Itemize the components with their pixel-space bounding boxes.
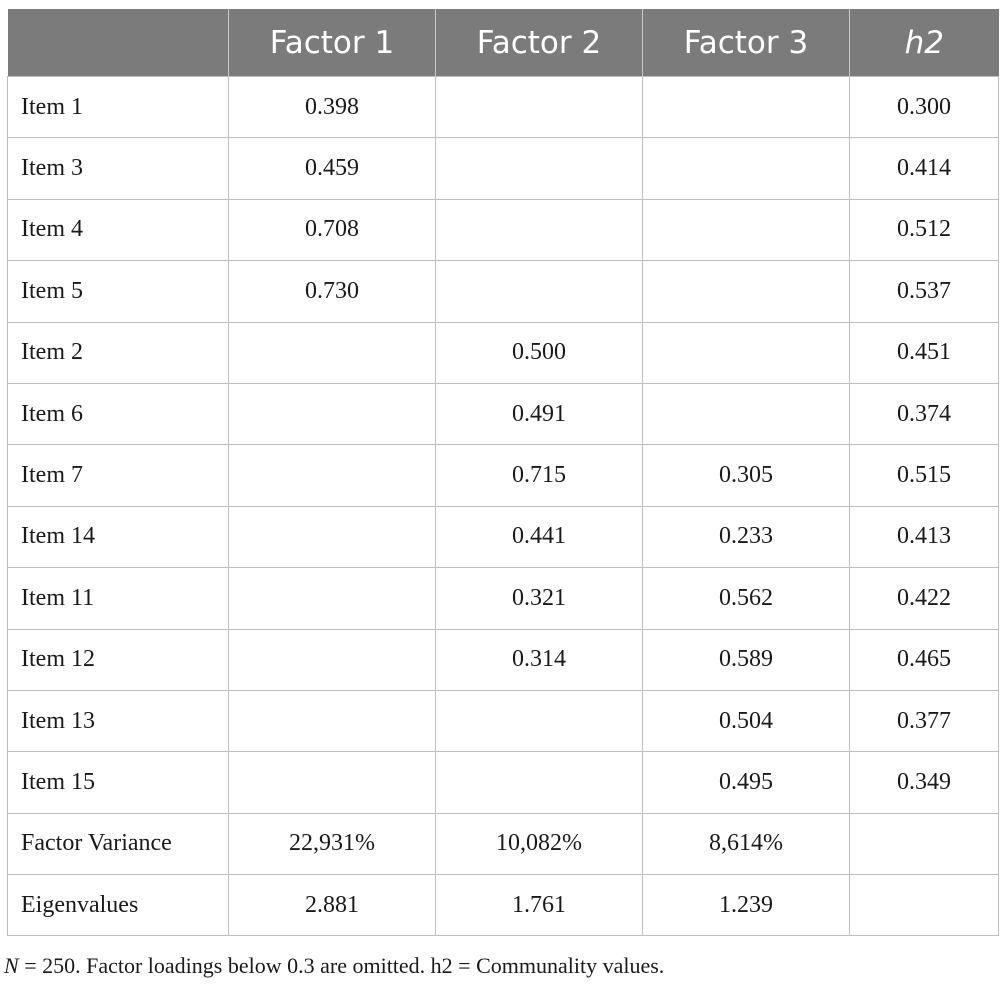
cell-factor-1 bbox=[228, 505, 436, 569]
cell-h2: 0.451 bbox=[849, 321, 999, 384]
cell-factor-1 bbox=[228, 689, 436, 753]
cell-factor-3: 0.504 bbox=[642, 689, 850, 753]
table-row: Item 12 0.314 0.589 0.465 bbox=[7, 628, 999, 691]
cell-factor-2 bbox=[435, 198, 643, 262]
table-row: Item 1 0.398 0.300 bbox=[7, 75, 999, 139]
cell-factor-3 bbox=[642, 75, 850, 139]
cell-factor-2: 0.715 bbox=[435, 444, 643, 507]
cell-factor-1: 0.708 bbox=[228, 198, 436, 262]
cell-factor-3: 0.589 bbox=[642, 628, 850, 691]
header-stub bbox=[7, 9, 229, 77]
cell-factor-2: 10,082% bbox=[435, 812, 643, 876]
row-label: Factor Variance bbox=[7, 812, 229, 876]
row-label: Item 12 bbox=[7, 628, 229, 691]
cell-factor-3: 1.239 bbox=[642, 874, 850, 937]
header-factor-2: Factor 2 bbox=[435, 9, 643, 77]
header-h2: h2 bbox=[849, 9, 999, 77]
table-row: Item 3 0.459 0.414 bbox=[7, 137, 999, 200]
cell-factor-1 bbox=[228, 751, 436, 814]
cell-factor-3: 8,614% bbox=[642, 812, 850, 876]
cell-factor-3: 0.562 bbox=[642, 567, 850, 630]
cell-factor-1: 2.881 bbox=[228, 874, 436, 937]
table-row: Item 5 0.730 0.537 bbox=[7, 260, 999, 323]
table-row: Factor Variance 22,931% 10,082% 8,614% bbox=[7, 812, 999, 876]
cell-h2: 0.465 bbox=[849, 628, 999, 691]
row-label: Item 4 bbox=[7, 198, 229, 262]
row-label: Item 6 bbox=[7, 382, 229, 446]
cell-factor-3 bbox=[642, 198, 850, 262]
table-header: Factor 1 Factor 2 Factor 3 h2 bbox=[7, 9, 999, 77]
cell-h2: 0.377 bbox=[849, 689, 999, 753]
row-label: Item 2 bbox=[7, 321, 229, 384]
cell-factor-2: 0.491 bbox=[435, 382, 643, 446]
cell-h2: 0.300 bbox=[849, 75, 999, 139]
header-factor-3: Factor 3 bbox=[642, 9, 850, 77]
row-label: Item 3 bbox=[7, 137, 229, 200]
cell-factor-2: 1.761 bbox=[435, 874, 643, 937]
cell-factor-2 bbox=[435, 751, 643, 814]
cell-factor-3: 0.233 bbox=[642, 505, 850, 569]
table-row: Item 13 0.504 0.377 bbox=[7, 689, 999, 753]
row-label: Item 14 bbox=[7, 505, 229, 569]
table-row: Eigenvalues 2.881 1.761 1.239 bbox=[7, 874, 999, 937]
cell-factor-3: 0.305 bbox=[642, 444, 850, 507]
cell-factor-1 bbox=[228, 382, 436, 446]
header-factor-1: Factor 1 bbox=[228, 9, 436, 77]
cell-h2: 0.422 bbox=[849, 567, 999, 630]
cell-factor-1 bbox=[228, 628, 436, 691]
table-row: Item 11 0.321 0.562 0.422 bbox=[7, 567, 999, 630]
footnote-text: = 250. Factor loadings below 0.3 are omi… bbox=[18, 953, 665, 978]
table-row: Item 7 0.715 0.305 0.515 bbox=[7, 444, 999, 507]
cell-factor-2 bbox=[435, 260, 643, 323]
cell-h2: 0.349 bbox=[849, 751, 999, 814]
cell-factor-2: 0.441 bbox=[435, 505, 643, 569]
cell-h2 bbox=[849, 812, 999, 876]
cell-factor-3 bbox=[642, 137, 850, 200]
cell-factor-2: 0.321 bbox=[435, 567, 643, 630]
factor-loadings-table: Factor 1 Factor 2 Factor 3 h2 Item 1 0.39… bbox=[7, 9, 999, 937]
table-row: Item 6 0.491 0.374 bbox=[7, 382, 999, 446]
cell-factor-3: 0.495 bbox=[642, 751, 850, 814]
row-label: Item 15 bbox=[7, 751, 229, 814]
row-label: Item 7 bbox=[7, 444, 229, 507]
cell-h2: 0.537 bbox=[849, 260, 999, 323]
table-row: Item 14 0.441 0.233 0.413 bbox=[7, 505, 999, 569]
header-row: Factor 1 Factor 2 Factor 3 h2 bbox=[7, 9, 999, 77]
cell-h2: 0.414 bbox=[849, 137, 999, 200]
table-footnote: N = 250. Factor loadings below 0.3 are o… bbox=[4, 953, 664, 979]
cell-h2: 0.413 bbox=[849, 505, 999, 569]
cell-factor-1: 0.398 bbox=[228, 75, 436, 139]
cell-factor-2 bbox=[435, 689, 643, 753]
table-row: Item 15 0.495 0.349 bbox=[7, 751, 999, 814]
cell-h2 bbox=[849, 874, 999, 937]
row-label: Eigenvalues bbox=[7, 874, 229, 937]
cell-factor-1: 22,931% bbox=[228, 812, 436, 876]
footnote-n-symbol: N bbox=[4, 953, 19, 978]
cell-factor-3 bbox=[642, 382, 850, 446]
cell-factor-1 bbox=[228, 444, 436, 507]
cell-factor-2: 0.314 bbox=[435, 628, 643, 691]
row-label: Item 1 bbox=[7, 75, 229, 139]
cell-factor-3 bbox=[642, 260, 850, 323]
cell-factor-1: 0.459 bbox=[228, 137, 436, 200]
cell-factor-1 bbox=[228, 321, 436, 384]
cell-h2: 0.512 bbox=[849, 198, 999, 262]
cell-h2: 0.374 bbox=[849, 382, 999, 446]
row-label: Item 11 bbox=[7, 567, 229, 630]
cell-factor-2 bbox=[435, 137, 643, 200]
table-body: Item 1 0.398 0.300 Item 3 0.459 0.414 Item 4 0.… bbox=[7, 75, 999, 937]
table-row: Item 4 0.708 0.512 bbox=[7, 198, 999, 262]
cell-factor-1 bbox=[228, 567, 436, 630]
cell-factor-2: 0.500 bbox=[435, 321, 643, 384]
cell-factor-1: 0.730 bbox=[228, 260, 436, 323]
row-label: Item 13 bbox=[7, 689, 229, 753]
cell-h2: 0.515 bbox=[849, 444, 999, 507]
cell-factor-2 bbox=[435, 75, 643, 139]
table-row: Item 2 0.500 0.451 bbox=[7, 321, 999, 384]
cell-factor-3 bbox=[642, 321, 850, 384]
row-label: Item 5 bbox=[7, 260, 229, 323]
